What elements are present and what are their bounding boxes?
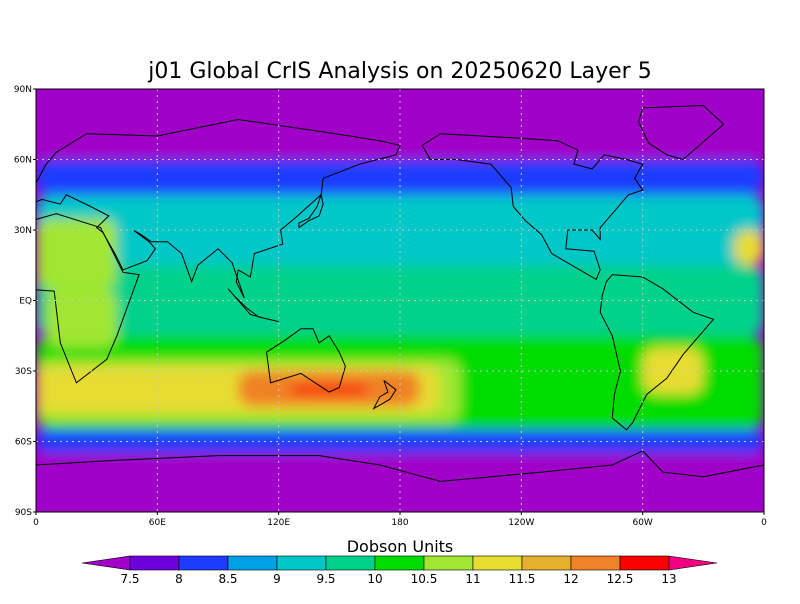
colorbar-low-triangle	[81, 555, 131, 571]
lon-tick-label: 120E	[267, 518, 290, 528]
colorbar-label: 11.5	[509, 572, 536, 586]
indonesia-coastline	[227, 288, 279, 323]
africa-coastline	[36, 213, 140, 384]
japan-coastline	[298, 192, 324, 229]
colorbar-label: 9.5	[316, 572, 335, 586]
lat-tick-label: 60N	[14, 156, 32, 166]
colorbar-label: 11	[465, 572, 480, 586]
colorbar-label: 7.5	[120, 572, 139, 586]
new-zealand-coastline	[372, 380, 397, 410]
colorbar-label: 12.5	[607, 572, 634, 586]
colorbar-segment	[227, 555, 278, 571]
colorbar: 7.5 8 8.5 9 9.5 10 10.5 11 11.5 12 12.5 13	[81, 555, 718, 586]
antarctica-coastline	[36, 450, 764, 482]
lon-tick-label: 0	[761, 518, 767, 528]
colorbar-segment	[619, 555, 670, 571]
colorbar-label: 8.5	[218, 572, 237, 586]
colorbar-segment	[521, 555, 572, 571]
lat-tick-label: 30S	[15, 367, 32, 377]
colorbar-segment	[423, 555, 474, 571]
colorbar-segment	[129, 555, 180, 571]
colorbar-title: Dobson Units	[347, 537, 454, 556]
lon-tick-label: 60W	[632, 518, 652, 528]
coastlines	[36, 104, 764, 482]
lat-tick-label: 90N	[14, 85, 32, 95]
lon-tick-label: 0	[33, 518, 39, 528]
colorbar-high-triangle	[668, 555, 718, 571]
south-america-coastline	[599, 274, 715, 431]
latitude-labels: 90N 60N 30N EQ 30S 60S 90S	[14, 85, 36, 518]
lat-tick-label: EQ	[19, 297, 32, 307]
colorbar-segment	[570, 555, 621, 571]
chart-title: j01 Global CrIS Analysis on 20250620 Lay…	[147, 59, 651, 84]
greenland-coastline	[638, 104, 725, 161]
north-america-coastline	[421, 133, 644, 281]
longitude-labels: 0 60E 120E 180 120W 60W 0	[33, 512, 767, 528]
map-grid	[36, 89, 764, 512]
australia-coastline	[266, 328, 346, 393]
lon-tick-label: 120W	[508, 518, 534, 528]
field-region-2	[36, 159, 764, 195]
field-region-13	[46, 288, 117, 348]
lon-tick-label: 180	[391, 518, 408, 528]
colorbar-label: 9	[273, 572, 281, 586]
lat-tick-label: 30N	[14, 226, 32, 236]
colorbar-segment	[325, 555, 376, 571]
colorbar-label: 12	[563, 572, 578, 586]
field-region-11	[288, 385, 370, 395]
colorbar-label: 8	[175, 572, 183, 586]
field-region-14	[733, 230, 764, 266]
colorbar-segment	[178, 555, 229, 571]
field-region-12	[36, 218, 117, 289]
colorbar-segment	[374, 555, 425, 571]
lat-tick-label: 60S	[15, 438, 32, 448]
field-region-0	[36, 89, 764, 160]
europe-asia-coastline	[36, 118, 401, 299]
lon-tick-label: 60E	[149, 518, 166, 528]
colorbar-label: 13	[661, 572, 676, 586]
colorbar-segment	[472, 555, 523, 571]
colorbar-segment	[276, 555, 327, 571]
field-region-3	[36, 429, 764, 454]
colorbar-label: 10.5	[411, 572, 438, 586]
lat-tick-label: 90S	[15, 508, 32, 518]
colorbar-label: 10	[367, 572, 382, 586]
field-region-4	[36, 194, 764, 266]
